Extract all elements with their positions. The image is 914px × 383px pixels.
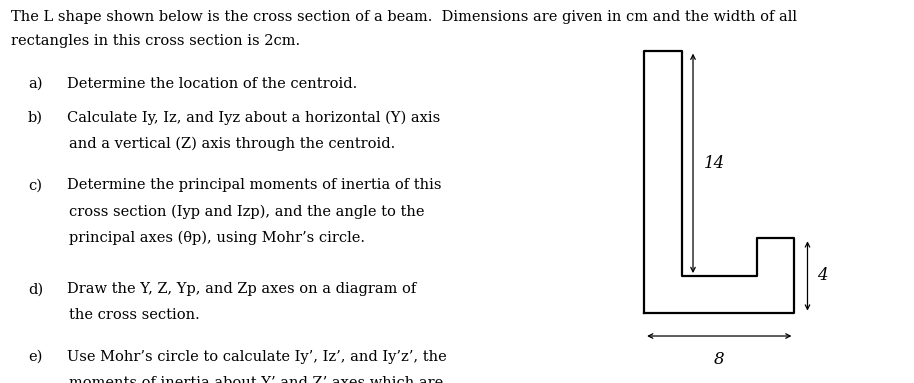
Text: Draw the Y, Z, Yp, and Zp axes on a diagram of: Draw the Y, Z, Yp, and Zp axes on a diag…: [68, 282, 417, 296]
Text: e): e): [28, 350, 42, 364]
Text: c): c): [28, 178, 42, 192]
Text: The L shape shown below is the cross section of a beam.  Dimensions are given in: The L shape shown below is the cross sec…: [11, 10, 797, 24]
Text: Calculate Iy, Iz, and Iyz about a horizontal (Y) axis: Calculate Iy, Iz, and Iyz about a horizo…: [68, 110, 441, 125]
Text: principal axes (θp), using Mohr’s circle.: principal axes (θp), using Mohr’s circle…: [69, 230, 365, 245]
Text: moments of inertia about Y’ and Z’ axes which are: moments of inertia about Y’ and Z’ axes …: [69, 376, 442, 383]
Text: b): b): [28, 110, 43, 124]
Text: 14: 14: [705, 155, 726, 172]
Text: Determine the location of the centroid.: Determine the location of the centroid.: [68, 77, 357, 91]
Text: rectangles in this cross section is 2cm.: rectangles in this cross section is 2cm.: [11, 34, 301, 49]
Text: and a vertical (Z) axis through the centroid.: and a vertical (Z) axis through the cent…: [69, 136, 395, 151]
Text: 4: 4: [817, 267, 827, 285]
Text: a): a): [28, 77, 43, 91]
Text: the cross section.: the cross section.: [69, 308, 199, 322]
Text: 8: 8: [714, 351, 725, 368]
Text: cross section (Iyp and Izp), and the angle to the: cross section (Iyp and Izp), and the ang…: [69, 204, 424, 219]
Text: Use Mohr’s circle to calculate Iy’, Iz’, and Iy’z’, the: Use Mohr’s circle to calculate Iy’, Iz’,…: [68, 350, 447, 364]
Text: d): d): [28, 282, 43, 296]
Text: Determine the principal moments of inertia of this: Determine the principal moments of inert…: [68, 178, 442, 192]
